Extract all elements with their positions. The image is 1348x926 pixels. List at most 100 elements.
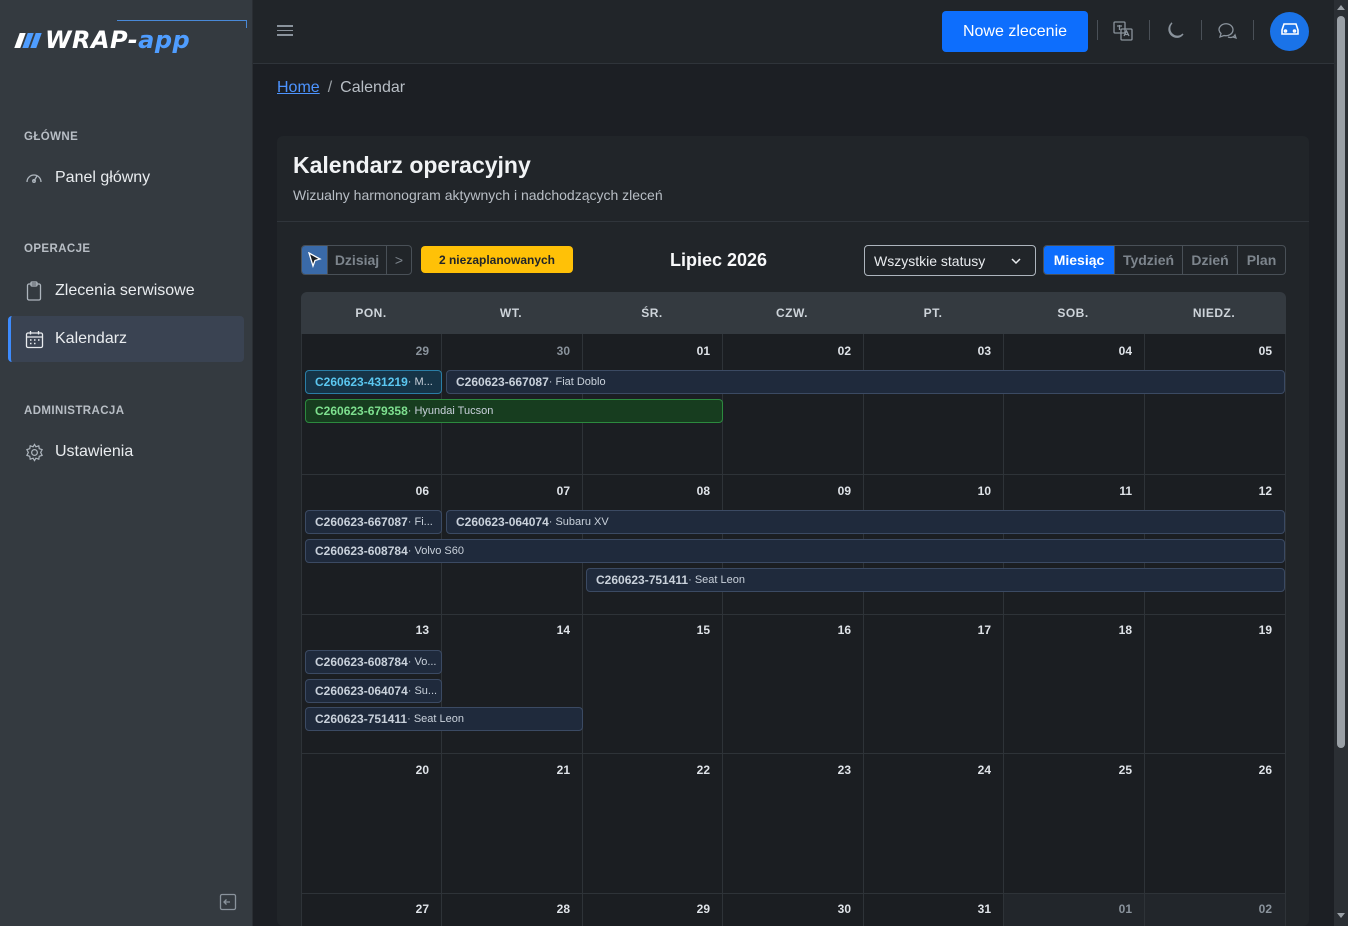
- day-number[interactable]: 12: [1258, 484, 1272, 498]
- day-number[interactable]: 29: [415, 344, 429, 358]
- day-number[interactable]: 11: [1119, 484, 1132, 498]
- user-avatar[interactable]: [1270, 12, 1309, 51]
- moon-icon[interactable]: [1164, 20, 1186, 42]
- menu-toggle-icon[interactable]: [277, 22, 293, 40]
- day-number[interactable]: 25: [1118, 763, 1132, 777]
- day-number[interactable]: 15: [696, 623, 710, 637]
- day-number[interactable]: 06: [415, 484, 429, 498]
- day-number[interactable]: 09: [837, 484, 851, 498]
- app-logo[interactable]: WRAP-app: [14, 20, 247, 58]
- day-number[interactable]: 03: [977, 344, 991, 358]
- day-number[interactable]: 02: [837, 344, 851, 358]
- breadcrumb: Home / Calendar: [277, 79, 405, 97]
- day-number[interactable]: 28: [556, 902, 570, 916]
- day-number[interactable]: 26: [1258, 763, 1272, 777]
- grid-line: [582, 334, 583, 926]
- day-number[interactable]: 17: [977, 623, 991, 637]
- calendar-event[interactable]: C260623-431219 · M...: [305, 370, 442, 394]
- view-week-button[interactable]: Tydzień: [1115, 246, 1183, 274]
- status-filter-select[interactable]: Wszystkie statusy: [864, 245, 1036, 276]
- event-vehicle: · Fi...: [407, 516, 433, 528]
- cursor-pointer-icon[interactable]: [302, 246, 328, 274]
- day-number[interactable]: 04: [1118, 344, 1132, 358]
- sidebar-item-dashboard[interactable]: Panel główny: [8, 155, 244, 201]
- calendar-event[interactable]: C260623-608784 · Vo...: [305, 650, 442, 674]
- calendar-event[interactable]: C260623-667087 · Fi...: [305, 510, 442, 534]
- calendar-event[interactable]: C260623-608784 · Volvo S60: [305, 539, 1285, 563]
- new-order-button[interactable]: Nowe zlecenie: [942, 11, 1088, 52]
- date-nav-group: Dzisiaj >: [301, 245, 412, 275]
- view-switcher: Miesiąc Tydzień Dzień Plan: [1043, 245, 1286, 275]
- translate-icon[interactable]: [1112, 20, 1134, 42]
- day-number[interactable]: 24: [977, 763, 991, 777]
- day-number[interactable]: 16: [837, 623, 851, 637]
- day-number[interactable]: 08: [696, 484, 710, 498]
- calendar-event[interactable]: C260623-667087 · Fiat Doblo: [446, 370, 1285, 394]
- grid-line: [1285, 334, 1286, 926]
- sidebar-item-settings[interactable]: Ustawienia: [8, 429, 244, 475]
- calendar-event[interactable]: C260623-679358 · Hyundai Tucson: [305, 399, 723, 423]
- event-code: C260623-064074: [315, 684, 408, 698]
- clipboard-icon: [24, 281, 44, 301]
- day-number[interactable]: 10: [977, 484, 991, 498]
- calendar-event[interactable]: C260623-064074 · Su...: [305, 679, 442, 703]
- car-avatar-icon: [1279, 20, 1301, 43]
- day-number[interactable]: 21: [556, 763, 570, 777]
- grid-line: [441, 334, 442, 926]
- day-number[interactable]: 30: [837, 902, 851, 916]
- view-list-button[interactable]: Plan: [1246, 252, 1277, 268]
- view-month-button[interactable]: Miesiąc: [1044, 246, 1115, 274]
- sidebar-item-label: Zlecenia serwisowe: [55, 282, 195, 299]
- calendar-event[interactable]: C260623-751411 · Seat Leon: [586, 568, 1285, 592]
- sidebar-collapse-icon[interactable]: [219, 893, 237, 911]
- page-scrollbar[interactable]: [1334, 0, 1348, 926]
- weekday-header: PON. WT. ŚR. CZW. PT. SOB. NIEDZ.: [301, 292, 1286, 334]
- day-number[interactable]: 19: [1258, 623, 1272, 637]
- nav-section-admin: ADMINISTRACJA: [24, 405, 125, 417]
- scroll-thumb[interactable]: [1337, 16, 1345, 748]
- day-number[interactable]: 22: [696, 763, 710, 777]
- sidebar-item-calendar[interactable]: Kalendarz: [8, 316, 244, 362]
- day-number[interactable]: 18: [1118, 623, 1132, 637]
- sidebar-item-service-orders[interactable]: Zlecenia serwisowe: [8, 268, 244, 314]
- scroll-down-arrow-icon[interactable]: [1337, 913, 1345, 918]
- day-number[interactable]: 05: [1258, 344, 1272, 358]
- day-number[interactable]: 23: [837, 763, 851, 777]
- day-number[interactable]: 02: [1258, 902, 1272, 916]
- day-number[interactable]: 01: [696, 344, 710, 358]
- chat-icon[interactable]: [1216, 20, 1238, 42]
- day-number[interactable]: 07: [556, 484, 570, 498]
- calendar-event[interactable]: C260623-064074 · Subaru XV: [446, 510, 1285, 534]
- topbar-divider: [1149, 20, 1150, 40]
- current-month-title: Lipiec 2026: [670, 250, 768, 270]
- grid-line: [301, 474, 1286, 475]
- sidebar-item-label: Ustawienia: [55, 443, 134, 460]
- grid-line: [301, 334, 302, 926]
- day-number[interactable]: 29: [696, 902, 710, 916]
- view-day-button[interactable]: Dzień: [1183, 246, 1238, 274]
- day-number[interactable]: 01: [1118, 902, 1132, 916]
- event-vehicle: · Hyundai Tucson: [407, 405, 494, 417]
- event-vehicle: · Vo...: [407, 656, 437, 668]
- day-number[interactable]: 13: [415, 623, 429, 637]
- today-button[interactable]: Dzisiaj: [328, 246, 387, 274]
- calendar-event[interactable]: C260623-751411 · Seat Leon: [305, 707, 583, 731]
- weekday-label: PON.: [355, 306, 387, 320]
- event-vehicle: · Volvo S60: [407, 545, 465, 557]
- calendar-icon: [24, 329, 44, 349]
- sidebar-item-label: Kalendarz: [55, 330, 128, 347]
- next-month-button[interactable]: >: [394, 252, 404, 268]
- topbar: Nowe zlecenie: [253, 0, 1334, 64]
- unscheduled-orders-button[interactable]: 2 niezaplanowanych: [421, 246, 573, 273]
- day-number[interactable]: 31: [977, 902, 991, 916]
- day-number[interactable]: 30: [556, 344, 570, 358]
- status-filter-value: Wszystkie statusy: [874, 252, 986, 269]
- weekday-label: ŚR.: [641, 306, 663, 320]
- day-number[interactable]: 14: [556, 623, 570, 637]
- logo-text: WRAP-app: [45, 26, 191, 54]
- breadcrumb-home-link[interactable]: Home: [277, 79, 320, 96]
- day-number[interactable]: 27: [415, 902, 429, 916]
- day-number[interactable]: 20: [415, 763, 429, 777]
- scroll-up-arrow-icon[interactable]: [1337, 5, 1345, 10]
- grid-line: [1144, 334, 1145, 926]
